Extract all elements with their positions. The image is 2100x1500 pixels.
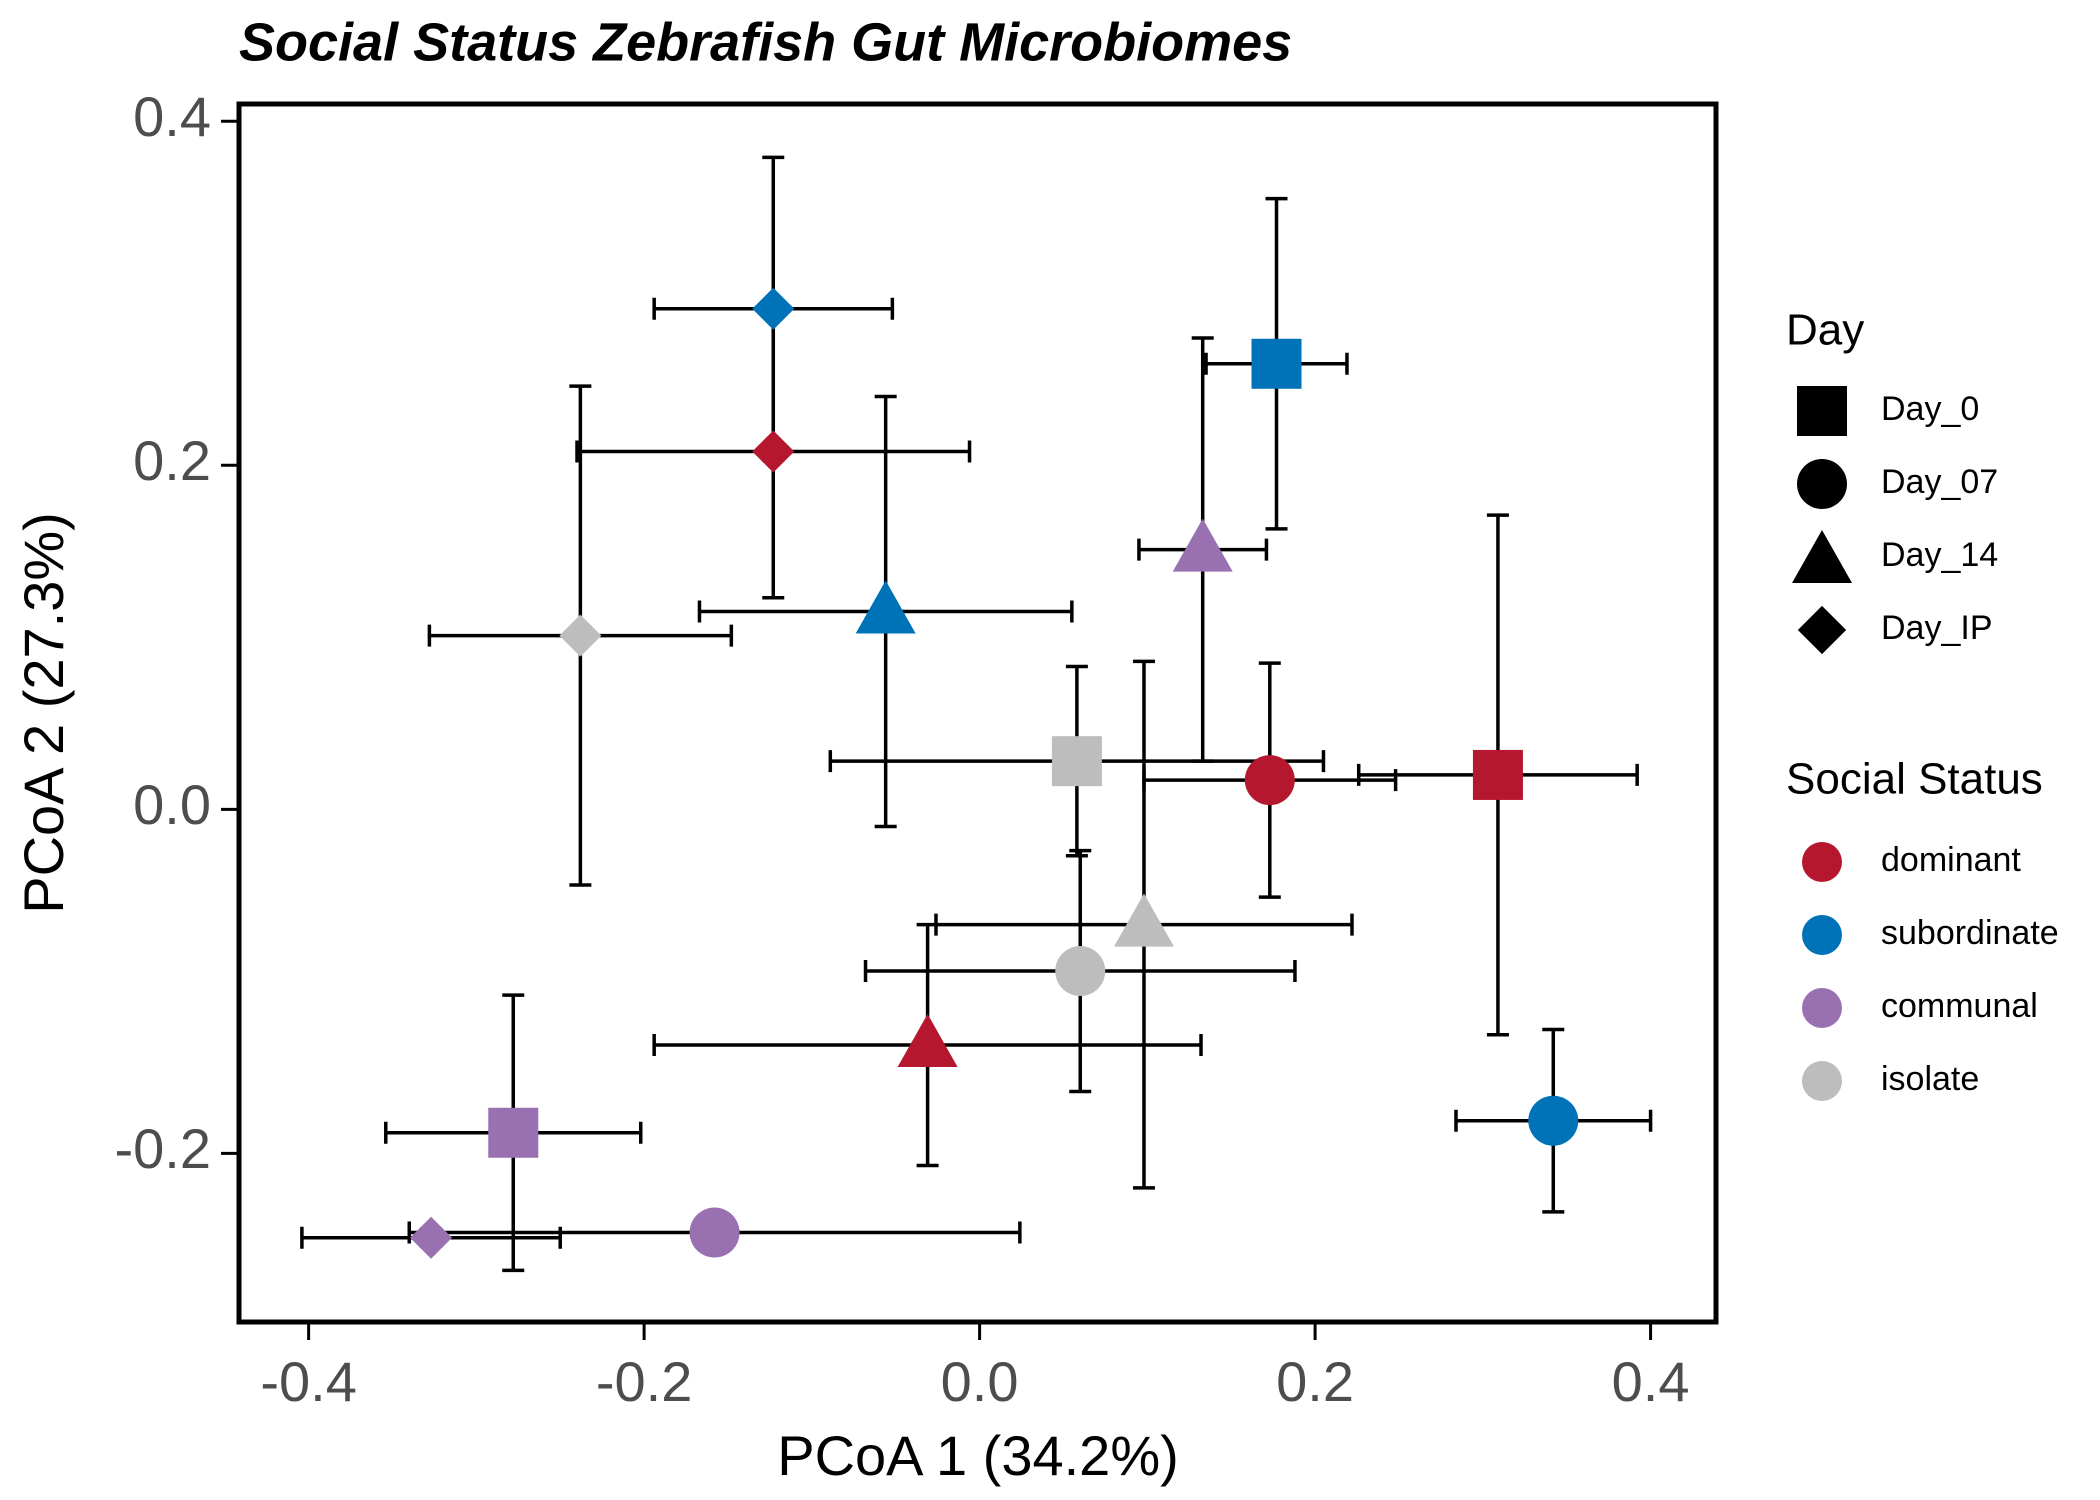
- legend-symbol: [1797, 386, 1847, 436]
- data-point: [488, 1107, 539, 1158]
- legend-label: dominant: [1881, 841, 2021, 879]
- data-point: [689, 1207, 740, 1258]
- data-point: [1172, 518, 1233, 572]
- x-axis-label: PCoA 1 (34.2%): [777, 1424, 1179, 1487]
- data-point: [410, 1216, 453, 1259]
- legend-symbol: [1802, 915, 1842, 955]
- x-tick-label: 0.2: [1276, 1350, 1354, 1413]
- data-point: [1472, 749, 1523, 800]
- x-tick-label: -0.4: [260, 1350, 357, 1413]
- data-point: [897, 1014, 958, 1068]
- data-point: [752, 430, 795, 473]
- legend-label: isolate: [1881, 1060, 1979, 1098]
- legend-title: Day: [1786, 306, 1864, 355]
- legend-symbol: [1802, 842, 1842, 882]
- data-point: [752, 287, 795, 330]
- data-point: [1051, 736, 1102, 787]
- data-point: [855, 580, 916, 634]
- x-tick-label: 0.0: [941, 1350, 1019, 1413]
- plot-frame: [236, 101, 1719, 1325]
- x-tick-label: 0.4: [1612, 1350, 1690, 1413]
- data-point: [1528, 1095, 1579, 1146]
- legend-label: subordinate: [1881, 914, 2059, 952]
- data-point: [1055, 946, 1106, 997]
- legend-label: Day_14: [1881, 536, 1998, 574]
- data-point: [559, 614, 602, 657]
- y-tick-label: 0.0: [133, 773, 211, 836]
- legend-symbol: [1802, 988, 1842, 1028]
- y-tick-label: 0.2: [133, 429, 211, 492]
- legend-label: communal: [1881, 987, 2038, 1025]
- x-tick-label: -0.2: [596, 1350, 693, 1413]
- legend-title: Social Status: [1786, 755, 2043, 804]
- y-tick-label: -0.2: [115, 1117, 212, 1180]
- chart-title: Social Status Zebrafish Gut Microbiomes: [239, 12, 1292, 72]
- y-axis-label: PCoA 2 (27.3%): [12, 512, 75, 914]
- data-point: [1113, 893, 1174, 947]
- legend-label: Day_07: [1881, 463, 1998, 501]
- data-point: [1244, 755, 1295, 806]
- legend-label: Day_IP: [1881, 609, 1993, 647]
- data-point: [1251, 338, 1302, 389]
- legend-symbol: [1792, 530, 1852, 583]
- legend-symbol: [1797, 605, 1847, 655]
- y-tick-label: 0.4: [133, 85, 211, 148]
- legend-symbol: [1797, 459, 1847, 509]
- legend-symbol: [1802, 1061, 1842, 1101]
- legend-label: Day_0: [1881, 390, 1979, 428]
